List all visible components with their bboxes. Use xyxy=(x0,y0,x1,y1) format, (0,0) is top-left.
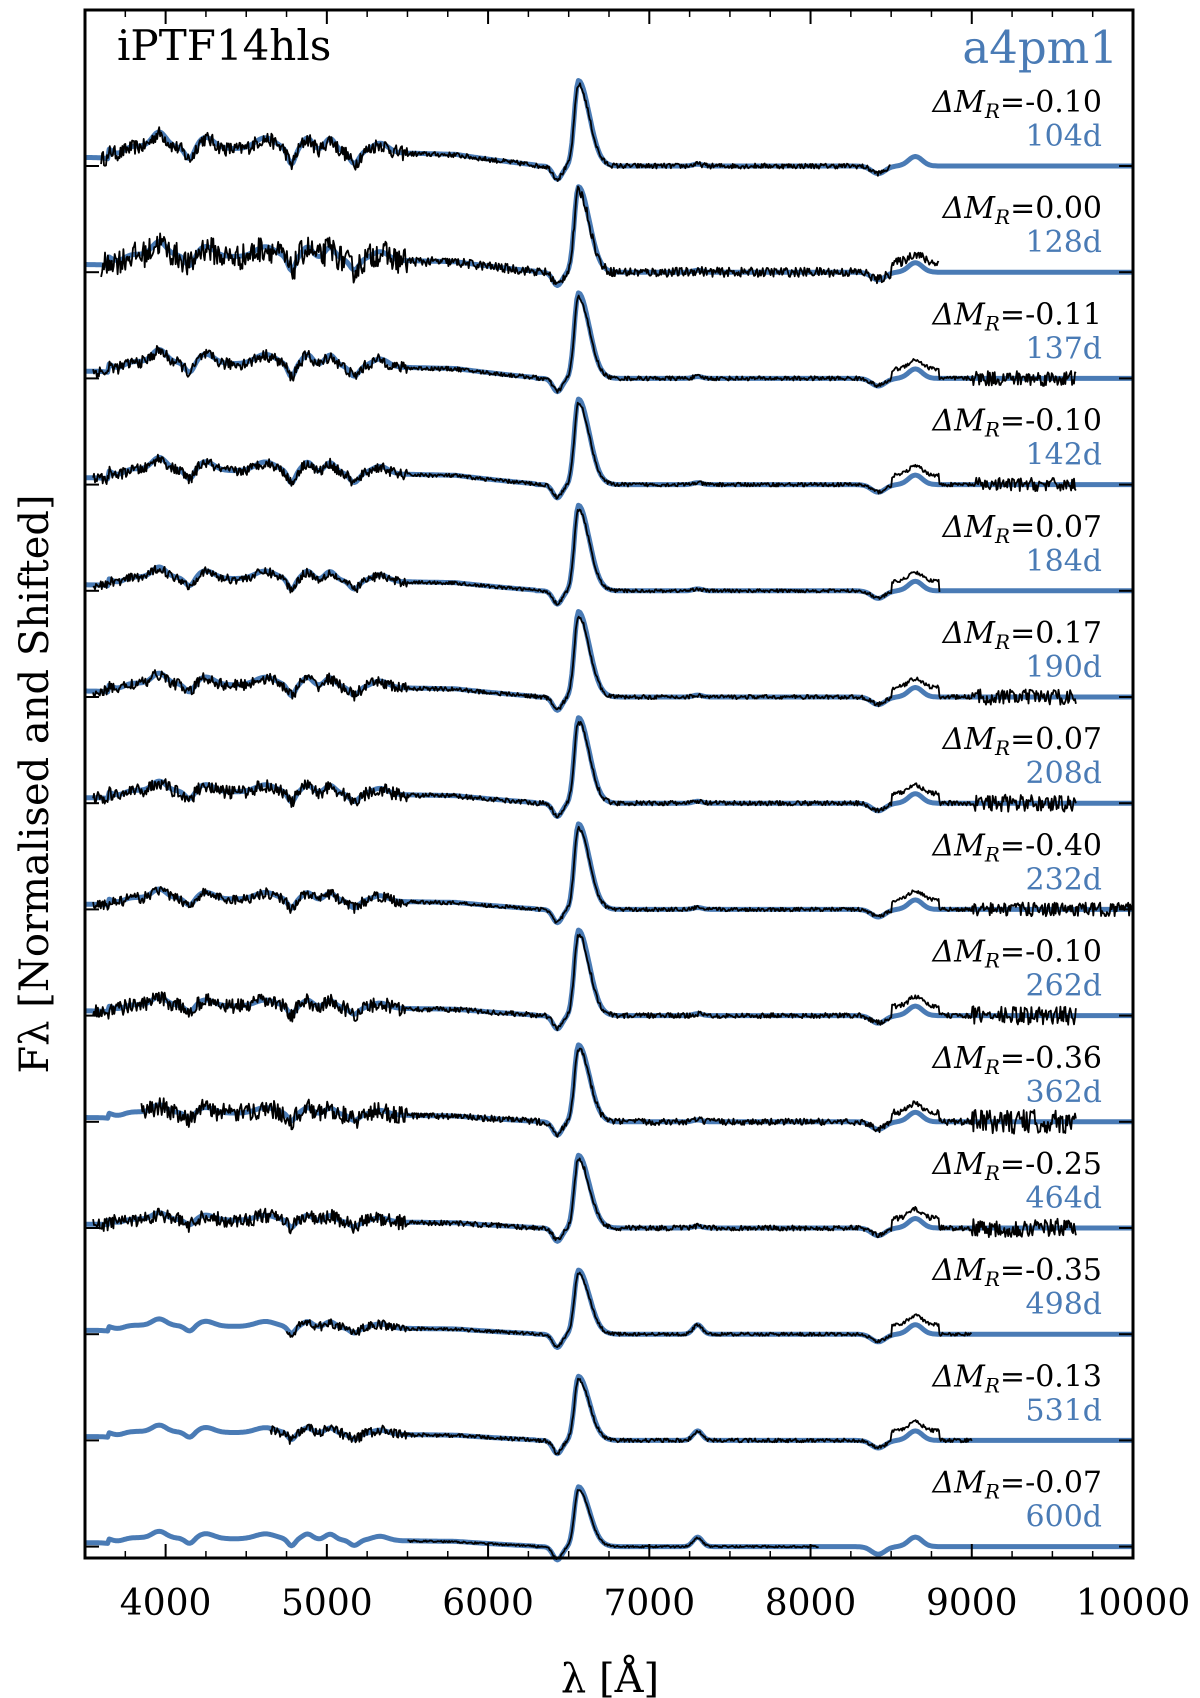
delta-mr-value: -0.25 xyxy=(1025,1147,1102,1182)
x-axis-label: λ [Å] xyxy=(561,1655,659,1698)
delta-mr-value: -0.11 xyxy=(1025,297,1102,332)
delta-mr-label: ΔMR=-0.10 xyxy=(931,85,1102,123)
epoch-label: 208d xyxy=(1026,756,1102,791)
series-label-model: a4pm1 xyxy=(962,21,1118,74)
delta-mr-label: ΔMR=-0.11 xyxy=(931,297,1102,335)
x-tick-label: 9000 xyxy=(926,1583,1018,1624)
x-tick-label: 8000 xyxy=(765,1583,857,1624)
observed-spectrum xyxy=(285,1271,973,1349)
delta-mr-value: 0.07 xyxy=(1035,510,1102,545)
series-label-observed: iPTF14hls xyxy=(117,21,331,70)
delta-mr-label: ΔMR=-0.10 xyxy=(931,935,1102,973)
x-tick-label: 6000 xyxy=(442,1583,534,1624)
delta-mr-label: ΔMR=-0.13 xyxy=(931,1359,1102,1397)
delta-mr-value: 0.00 xyxy=(1035,191,1102,226)
delta-mr-value: -0.36 xyxy=(1025,1041,1102,1076)
epoch-label: 190d xyxy=(1026,650,1102,685)
delta-mr-label: ΔMR=-0.07 xyxy=(931,1466,1102,1504)
epoch-label: 362d xyxy=(1026,1075,1102,1110)
delta-mr-label: ΔMR=0.07 xyxy=(942,510,1102,548)
delta-mr-value: 0.07 xyxy=(1035,722,1102,757)
delta-mr-label: ΔMR=0.00 xyxy=(942,191,1102,229)
delta-mr-label: ΔMR=0.17 xyxy=(942,616,1102,654)
observed-spectrum xyxy=(92,508,941,606)
observed-spectrum xyxy=(100,82,891,182)
observed-spectrum xyxy=(407,1489,819,1560)
delta-mr-value: -0.10 xyxy=(1025,404,1102,439)
epoch-label: 262d xyxy=(1026,969,1102,1004)
epoch-label: 184d xyxy=(1026,544,1102,579)
x-tick-label: 5000 xyxy=(281,1583,373,1624)
delta-mr-label: ΔMR=-0.25 xyxy=(931,1147,1102,1185)
delta-mr-label: ΔMR=0.07 xyxy=(942,722,1102,760)
observed-spectrum xyxy=(269,1377,973,1456)
delta-mr-value: -0.35 xyxy=(1025,1253,1102,1288)
y-axis-label: Fλ [Normalised and Shifted] xyxy=(12,494,58,1073)
x-tick-label: 7000 xyxy=(603,1583,695,1624)
epoch-label: 137d xyxy=(1026,331,1102,366)
observed-spectrum xyxy=(92,721,1077,819)
observed-spectrum xyxy=(140,1047,1077,1138)
delta-mr-label: ΔMR=-0.40 xyxy=(931,828,1102,866)
epoch-label: 104d xyxy=(1026,119,1102,154)
delta-mr-label: ΔMR=-0.10 xyxy=(931,404,1102,442)
epoch-label: 600d xyxy=(1026,1500,1102,1535)
observed-spectrum xyxy=(92,401,1077,500)
model-spectrum xyxy=(84,78,1134,182)
epoch-label: 531d xyxy=(1026,1393,1102,1428)
epoch-label: 142d xyxy=(1026,438,1102,473)
observed-spectrum xyxy=(92,825,1134,924)
delta-mr-value: -0.07 xyxy=(1025,1466,1102,1501)
epoch-label: 498d xyxy=(1026,1287,1102,1322)
epoch-label: 232d xyxy=(1026,862,1102,897)
delta-mr-label: ΔMR=-0.35 xyxy=(931,1253,1102,1291)
observed-spectrum xyxy=(92,933,1077,1031)
annotations: ΔMR=-0.10104dΔMR=0.00128dΔMR=-0.11137dΔM… xyxy=(931,85,1102,1535)
delta-mr-value: -0.10 xyxy=(1025,935,1102,970)
observed-spectrum xyxy=(92,1157,1077,1242)
epoch-label: 464d xyxy=(1026,1181,1102,1216)
delta-mr-value: 0.17 xyxy=(1035,616,1102,651)
x-tick-label: 4000 xyxy=(120,1583,212,1624)
delta-mr-value: -0.40 xyxy=(1025,828,1102,863)
epoch-label: 128d xyxy=(1026,225,1102,260)
x-ticks: 4000 5000 6000 7000 8000 9000 10000 xyxy=(84,10,1191,1624)
delta-mr-label: ΔMR=-0.36 xyxy=(931,1041,1102,1079)
y-ticks xyxy=(85,165,1133,1548)
delta-mr-value: -0.13 xyxy=(1025,1359,1102,1394)
observed-spectrum xyxy=(92,294,1077,394)
observed-spectrum xyxy=(92,615,1077,711)
observed-spectrum xyxy=(100,185,940,285)
spectra-group xyxy=(84,78,1134,1563)
delta-mr-value: -0.10 xyxy=(1025,85,1102,120)
x-tick-label: 10000 xyxy=(1076,1583,1191,1624)
